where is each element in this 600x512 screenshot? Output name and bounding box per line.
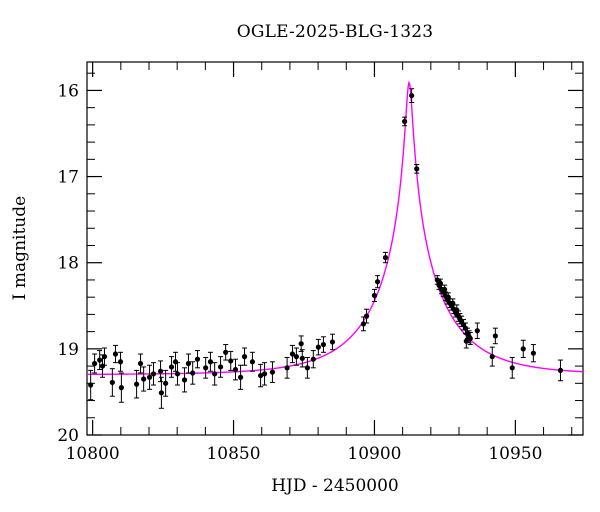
data-point (363, 313, 370, 319)
data-point (181, 377, 188, 383)
data-point (299, 355, 305, 361)
data-point (118, 385, 124, 391)
data-point (467, 335, 473, 342)
data-point (409, 92, 415, 99)
data-point (217, 364, 224, 370)
data-point (293, 354, 299, 360)
data-point (112, 351, 119, 357)
data-point (492, 333, 498, 339)
data-point (310, 356, 316, 362)
x-tick-label: 10800 (66, 444, 120, 464)
data-point (374, 279, 381, 285)
x-tick-label: 10900 (347, 444, 401, 464)
data-point (237, 374, 244, 380)
data-point (163, 380, 169, 386)
data-point (289, 351, 296, 357)
y-tick-label: 17 (57, 168, 79, 188)
x-axis-label: HJD - 2450000 (271, 476, 399, 496)
x-tick-label: 10850 (206, 444, 260, 464)
data-point (442, 286, 448, 293)
data-point (117, 359, 124, 365)
y-tick-label: 16 (57, 81, 79, 101)
data-point (92, 360, 98, 367)
data-point (249, 359, 256, 365)
y-tick-label: 20 (57, 426, 79, 446)
data-point (185, 360, 192, 367)
data-point (241, 354, 248, 360)
data-point (158, 390, 164, 396)
y-tick-label: 18 (57, 254, 79, 274)
data-point (97, 357, 103, 363)
data-point (269, 369, 276, 375)
data-point (489, 354, 495, 360)
data-point (168, 364, 175, 370)
data-point (329, 339, 336, 345)
data-point (228, 358, 234, 364)
data-point (223, 349, 229, 355)
data-point (258, 372, 264, 379)
data-point (382, 254, 389, 261)
data-point (146, 374, 153, 380)
data-point (101, 354, 108, 360)
data-point (360, 321, 367, 327)
data-point (232, 366, 239, 373)
data-point (284, 365, 290, 371)
data-point (371, 292, 378, 299)
data-point (141, 376, 147, 382)
data-point (509, 365, 515, 371)
data-point (212, 371, 218, 377)
data-point (520, 346, 526, 352)
data-point (298, 341, 304, 347)
data-point (194, 356, 201, 362)
data-point (414, 166, 420, 172)
data-point (134, 381, 140, 387)
data-point (261, 371, 268, 377)
data-point (137, 360, 144, 367)
data-point (530, 350, 537, 356)
data-point (203, 365, 209, 371)
chart-title: OGLE-2025-BLG-1323 (236, 22, 434, 42)
data-point (109, 379, 115, 386)
data-point (402, 118, 408, 125)
y-axis-label: I magnitude (10, 195, 30, 301)
data-point (150, 371, 157, 377)
plot-frame (86, 61, 584, 436)
data-point (320, 341, 327, 348)
data-point (207, 359, 214, 365)
x-tick-label: 10950 (488, 444, 542, 464)
data-point (315, 344, 321, 350)
data-point (557, 367, 564, 373)
data-point (190, 370, 196, 376)
data-point (88, 382, 94, 388)
data-point (474, 328, 480, 334)
model-curve (87, 80, 584, 376)
data-point (174, 371, 181, 377)
y-tick-label: 19 (57, 340, 79, 360)
data-point (157, 368, 164, 374)
data-point (304, 365, 310, 371)
